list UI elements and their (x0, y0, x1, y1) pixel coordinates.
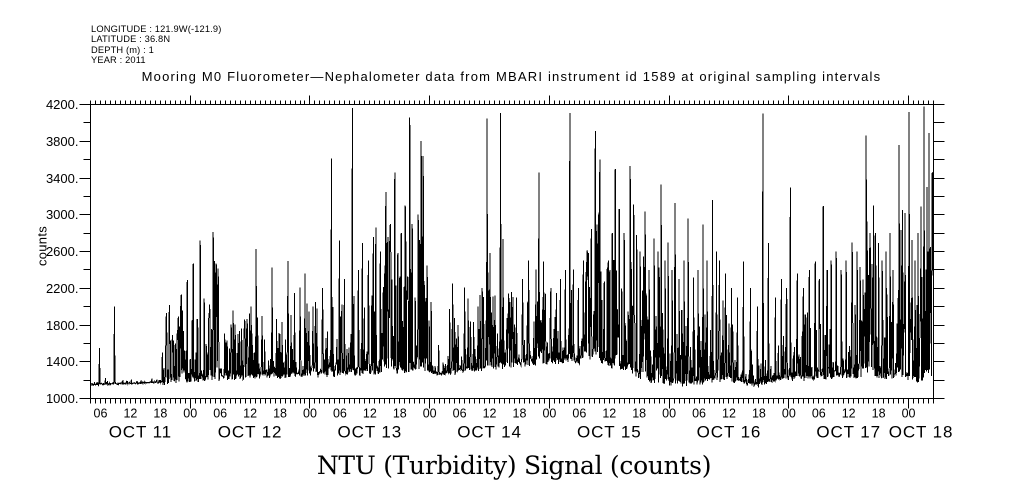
x-tick-label: 18 (632, 407, 646, 421)
x-axis-signal-label: NTU (Turbidity) Signal (counts) (316, 451, 712, 480)
x-tick-label: 12 (483, 407, 497, 421)
x-tick-label: 00 (183, 407, 197, 421)
x-day-label: OCT 15 (577, 423, 642, 442)
x-tick-label: 00 (542, 407, 556, 421)
x-tick-label: 18 (752, 407, 766, 421)
y-tick-label: 3400. (46, 171, 79, 186)
x-tick-label: 06 (333, 407, 347, 421)
latitude-line: LATITUDE : 36.8N (91, 34, 171, 45)
x-tick-label: 18 (513, 407, 527, 421)
x-tick-label: 12 (243, 407, 257, 421)
x-tick-label: 12 (602, 407, 616, 421)
x-tick-label: 12 (123, 407, 137, 421)
y-tick-label: 2600. (46, 244, 79, 259)
x-day-label: OCT 11 (109, 423, 172, 442)
x-tick-label: 06 (94, 407, 108, 421)
axis-ticks (79, 95, 945, 409)
x-tick-label: 06 (692, 407, 706, 421)
chart-title: Mooring M0 Fluorometer—Nephalometer data… (141, 69, 882, 84)
x-tick-label: 00 (303, 407, 317, 421)
x-day-label: OCT 16 (697, 423, 762, 442)
y-tick-label: 1400. (46, 354, 79, 369)
x-tick-label: 00 (782, 407, 796, 421)
data-trace (90, 106, 934, 389)
metadata-block: LONGITUDE : 121.9W(-121.9) LATITUDE : 36… (91, 24, 221, 66)
y-axis-label: counts (34, 225, 50, 267)
year-line: YEAR : 2011 (91, 55, 146, 66)
x-tick-label: 00 (423, 407, 437, 421)
x-day-label: OCT 17 (816, 423, 881, 442)
y-tick-label: 3000. (46, 207, 79, 222)
longitude-line: LONGITUDE : 121.9W(-121.9) (91, 23, 222, 34)
x-tick-label: 06 (812, 407, 826, 421)
x-tick-label: 06 (453, 407, 467, 421)
y-tick-label: 2200. (46, 281, 79, 296)
x-tick-label: 18 (273, 407, 287, 421)
x-day-label: OCT 12 (218, 423, 283, 442)
x-tick-label: 18 (872, 407, 886, 421)
y-tick-label: 4200. (46, 97, 79, 112)
x-tick-label: 00 (662, 407, 676, 421)
x-tick-label: 06 (572, 407, 586, 421)
x-tick-label: 12 (363, 407, 377, 421)
depth-line: DEPTH (m) : 1 (91, 44, 154, 55)
y-tick-label: 1000. (46, 391, 79, 406)
x-tick-label: 12 (842, 407, 856, 421)
x-tick-label: 12 (722, 407, 736, 421)
x-tick-label: 06 (213, 407, 227, 421)
y-tick-label: 3800. (46, 134, 79, 149)
x-tick-label: 18 (393, 407, 407, 421)
x-day-label: OCT 18 (889, 423, 954, 442)
x-tick-label: 00 (902, 407, 916, 421)
y-tick-label: 1800. (46, 318, 79, 333)
x-day-label: OCT 14 (457, 423, 522, 442)
x-day-label: OCT 13 (338, 423, 403, 442)
x-tick-label: 18 (153, 407, 167, 421)
